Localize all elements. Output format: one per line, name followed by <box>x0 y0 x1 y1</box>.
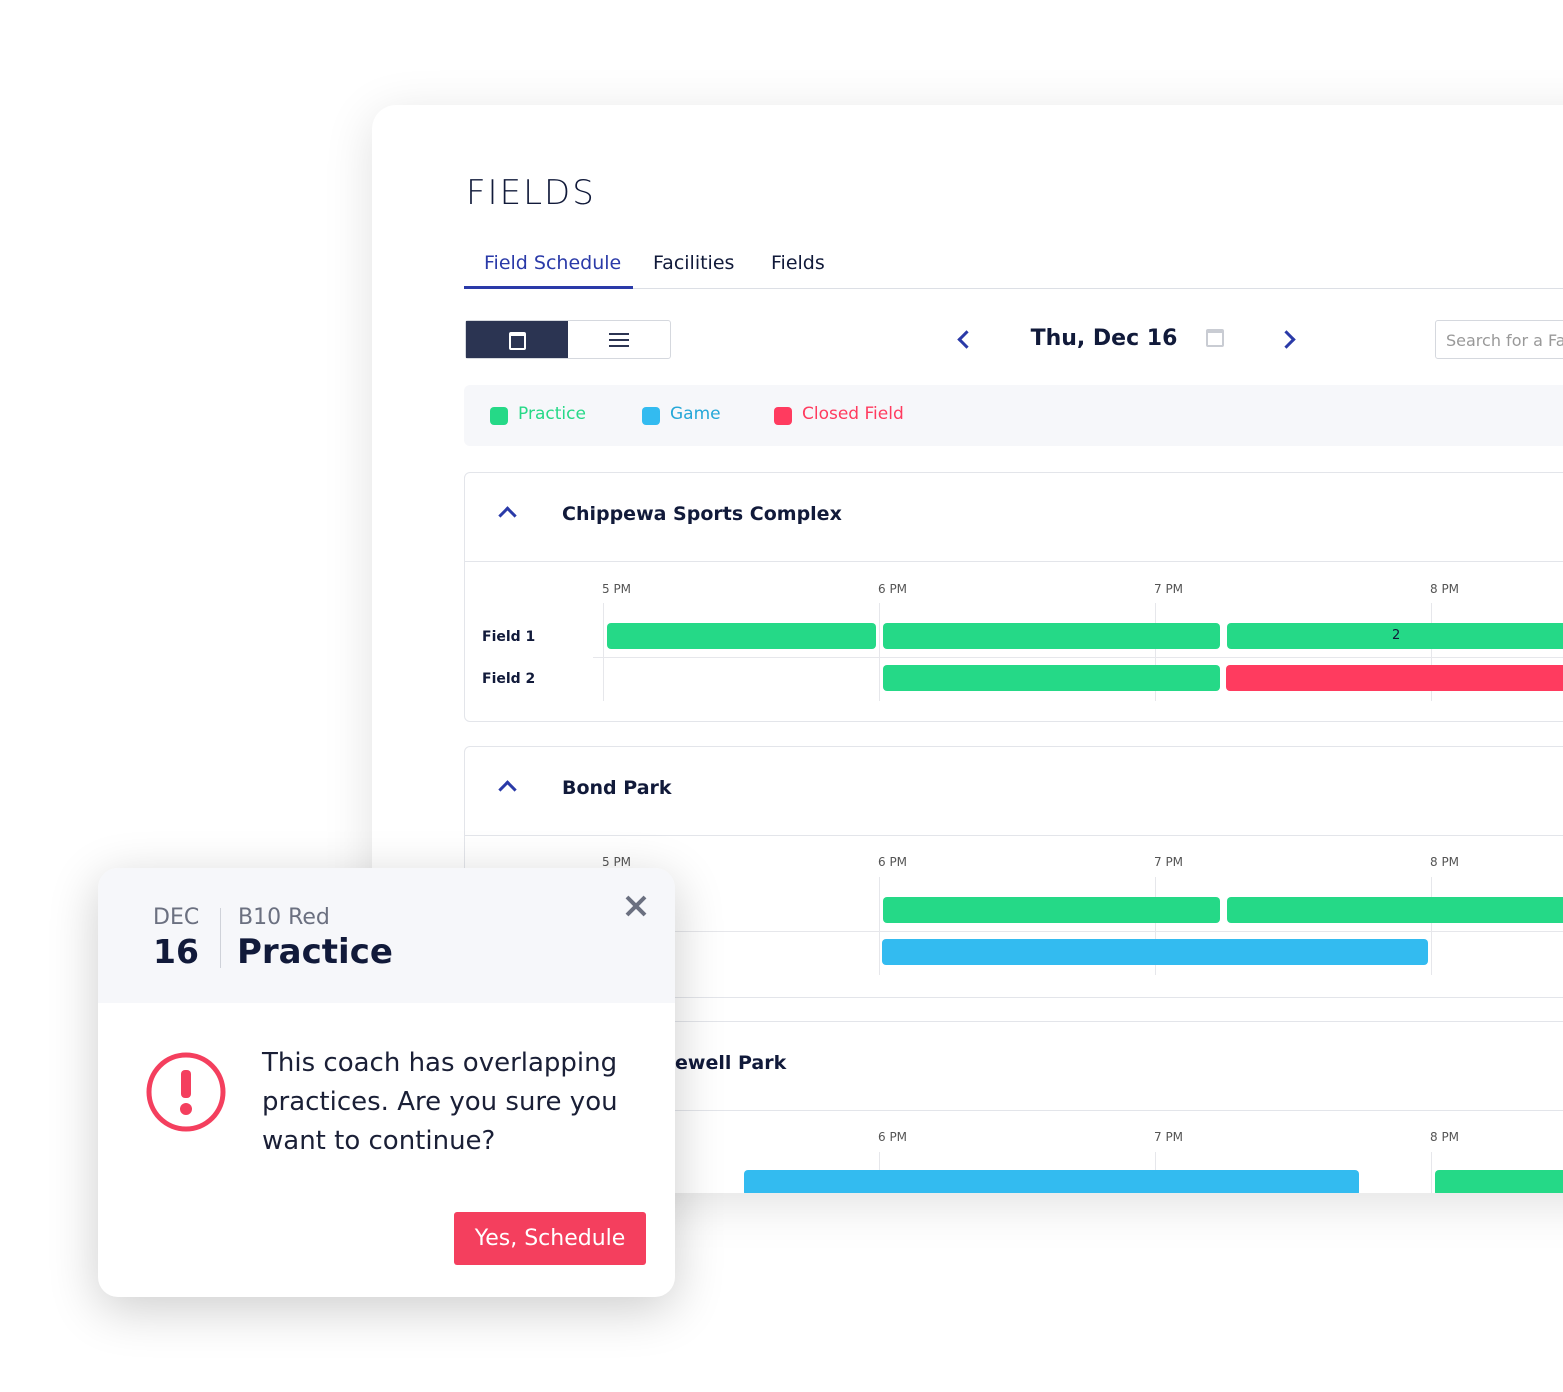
prev-arrow[interactable] <box>957 330 976 349</box>
legend-swatch <box>774 407 792 425</box>
tab-indicator <box>464 286 633 289</box>
collapse-icon[interactable] <box>498 780 517 799</box>
next-arrow[interactable] <box>1277 330 1296 349</box>
search-box[interactable]: Search for a Fa <box>1435 320 1563 359</box>
view-toggle <box>465 320 671 359</box>
dialog-header <box>98 868 675 1003</box>
dialog-message: This coach has overlapping practices. Ar… <box>262 1048 618 1156</box>
legend: Practice Game Closed Field <box>464 385 1563 446</box>
calendar-icon <box>509 332 526 350</box>
tab[interactable]: Field Schedule <box>484 252 622 274</box>
calendar-view[interactable] <box>466 321 568 358</box>
grid-line <box>1431 603 1432 701</box>
tab[interactable]: Fields <box>771 252 825 274</box>
grid-line <box>1431 1152 1432 1193</box>
grid-line <box>879 603 880 701</box>
row-line <box>593 931 1563 932</box>
warning-icon <box>146 1052 226 1132</box>
grid-line <box>1155 877 1156 975</box>
facility-name: Chippewa Sports Complex <box>562 503 842 525</box>
time-label: 6 PM <box>878 1130 908 1144</box>
field-label: Field 2 <box>482 671 536 687</box>
practice-bar[interactable] <box>1227 897 1563 923</box>
time-label: 8 PM <box>1430 582 1460 596</box>
grid-line <box>879 877 880 975</box>
tab-line <box>464 288 1563 289</box>
legend-label: Closed Field <box>802 404 904 424</box>
grid-line <box>1431 877 1432 975</box>
practice-bar[interactable] <box>1435 1170 1563 1193</box>
legend-swatch <box>642 407 660 425</box>
facility-name: Bond Park <box>562 777 672 799</box>
list-icon[interactable] <box>609 333 629 347</box>
practice-bar[interactable] <box>883 665 1220 691</box>
collapse-icon[interactable] <box>498 506 517 525</box>
time-label: 7 PM <box>1154 855 1184 869</box>
grid-line <box>603 603 604 701</box>
facility-section: Chippewa Sports Complex 5 PM 6 PM 7 PM 8… <box>464 472 1563 722</box>
time-label: 8 PM <box>1430 855 1460 869</box>
time-label: 7 PM <box>1154 1130 1184 1144</box>
section-header[interactable]: ewell Park <box>465 1022 1563 1111</box>
time-label: 6 PM <box>878 855 908 869</box>
practice-bar[interactable] <box>883 897 1220 923</box>
divider <box>220 908 221 968</box>
grid-line <box>1155 603 1156 701</box>
time-label: 8 PM <box>1430 1130 1460 1144</box>
event-day: 16 <box>153 932 199 971</box>
conflict-dialog: DEC 16 B10 Red Practice This coach has o… <box>98 868 675 1297</box>
time-label: 5 PM <box>602 582 632 596</box>
time-label: 5 PM <box>602 855 632 869</box>
practice-bar[interactable]: 2 <box>1227 623 1563 649</box>
legend-label: Practice <box>518 404 586 424</box>
date-picker[interactable] <box>1206 329 1224 347</box>
game-bar[interactable] <box>882 939 1428 965</box>
closed-bar[interactable] <box>1226 665 1563 691</box>
team-name: B10 Red <box>238 905 330 930</box>
time-label: 6 PM <box>878 582 908 596</box>
legend-swatch <box>490 407 508 425</box>
search-placeholder: Search for a Fa <box>1446 331 1563 350</box>
facility-name: ewell Park <box>675 1052 787 1074</box>
practice-bar[interactable] <box>883 623 1220 649</box>
current-date: Thu, Dec 16 <box>1030 326 1178 351</box>
event-type: Practice <box>237 932 393 972</box>
time-label: 7 PM <box>1154 582 1184 596</box>
page-title: FIELDS <box>466 173 596 213</box>
event-month: DEC <box>153 905 200 930</box>
game-bar[interactable] <box>744 1170 1359 1193</box>
legend-label: Game <box>670 404 721 424</box>
row-line <box>593 657 1563 658</box>
close-button[interactable] <box>624 894 648 918</box>
section-header[interactable]: Chippewa Sports Complex <box>465 473 1563 562</box>
practice-bar[interactable] <box>607 623 876 649</box>
tab[interactable]: Facilities <box>653 252 735 274</box>
section-header[interactable]: Bond Park <box>465 747 1563 836</box>
bar-label: 2 <box>1392 628 1401 643</box>
field-label: Field 1 <box>482 629 536 645</box>
confirm-button[interactable]: Yes, Schedule <box>454 1212 646 1265</box>
